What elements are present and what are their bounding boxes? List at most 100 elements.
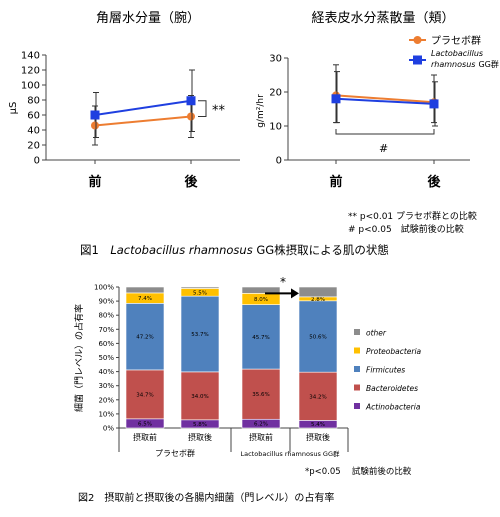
x-tick-label: 後 bbox=[427, 174, 441, 190]
bar-data-label: 6.5% bbox=[138, 421, 152, 427]
significance-bracket bbox=[335, 129, 435, 135]
axes: 0% 10% 20% 30% 40% 50% 60% 70% 80% 90% 100% 摂取前 摂取後 摂… bbox=[94, 284, 349, 458]
series-placebo-point bbox=[91, 121, 99, 130]
legend-lgg-label-line2: rhamnosus GG群 bbox=[431, 59, 499, 69]
bar-data-label: 6.2% bbox=[254, 422, 268, 428]
bar-segment-other bbox=[180, 286, 220, 289]
bar-segment-firmicutes bbox=[241, 304, 281, 370]
y-tick-label: 0% bbox=[103, 425, 114, 433]
legend-swatch-proteobacteria bbox=[354, 347, 360, 354]
y-axis-label: μS bbox=[8, 102, 19, 115]
y-tick-label: 90% bbox=[98, 298, 114, 306]
plot-area: 6.5% 34.7% 47.2% 7.4% 5.8% 34.0% 53.7% 5.5% 6.2%… bbox=[125, 286, 338, 429]
group-label: Lactobacillus rhamnosus GG群 bbox=[241, 449, 340, 458]
chart-gut-microbiota: 細菌（門レベル）の占有率 0% 10% 20% 30% 40% 50% 60% 70% 80% 9… bbox=[73, 275, 422, 458]
x-tick-label: 後 bbox=[184, 174, 198, 190]
y-tick-label: 30 bbox=[269, 54, 282, 65]
bar-data-label: 8.0% bbox=[254, 297, 268, 303]
bar-data-label: 45.7% bbox=[252, 335, 269, 341]
x-tick-label: 摂取前 bbox=[133, 432, 157, 442]
y-tick-label: 0 bbox=[276, 156, 282, 167]
significance-annotation: ** bbox=[212, 104, 226, 119]
legend-placebo-marker bbox=[413, 36, 422, 44]
bar-data-label: 34.0% bbox=[191, 394, 208, 400]
series-lgg-point bbox=[90, 110, 100, 120]
chart-tewl: 経表皮水分蒸散量（頬） g/m²/hr 0 10 20 30 前 後 # プラセボ群 La… bbox=[256, 11, 499, 190]
legend-swatch-firmicutes bbox=[354, 366, 360, 372]
bar-data-label: 7.4% bbox=[138, 296, 152, 302]
y-tick-label: 100% bbox=[94, 284, 114, 292]
significance-bracket bbox=[198, 100, 207, 117]
series-lgg-point bbox=[186, 96, 196, 106]
y-tick-label: 20 bbox=[27, 141, 40, 152]
y-tick-label: 0 bbox=[34, 156, 40, 167]
x-tick-label: 前 bbox=[329, 174, 342, 190]
plot-area bbox=[90, 69, 207, 146]
y-tick-label: 60 bbox=[27, 111, 40, 122]
y-tick-label: 120 bbox=[21, 66, 40, 77]
note-p001: ** p<0.01 プラセボ群との比較 bbox=[348, 210, 477, 222]
series-lgg-line bbox=[94, 99, 192, 116]
y-tick-label: 140 bbox=[21, 51, 40, 62]
y-axis-label: 細菌（門レベル）の占有率 bbox=[73, 304, 85, 412]
bar-segment-other bbox=[298, 286, 338, 298]
bar-segment-firmicutes bbox=[180, 295, 220, 373]
bar-segment-bacteroidetes bbox=[180, 371, 220, 421]
legend-label-firmicutes: Firmicutes bbox=[366, 366, 405, 375]
bar-segment-bacteroidetes bbox=[241, 368, 281, 420]
y-tick-label: 80% bbox=[98, 312, 114, 320]
note-p005: # p<0.05 試験前後の比較 bbox=[348, 223, 464, 235]
chart-title: 経表皮水分蒸散量（頬） bbox=[311, 11, 454, 26]
y-tick-label: 100 bbox=[21, 81, 40, 92]
axes: 0 20 40 60 80 100 120 140 前 後 bbox=[21, 51, 240, 190]
bar-data-label: 47.2% bbox=[136, 335, 153, 341]
legend-label-proteobacteria: Proteobacteria bbox=[366, 347, 422, 356]
significance-annotation: * bbox=[280, 275, 286, 289]
x-tick-label: 前 bbox=[88, 174, 101, 190]
bar-segment-firmicutes bbox=[125, 303, 165, 371]
legend-swatch-other bbox=[354, 329, 360, 335]
legend: プラセボ群 Lactobacillus rhamnosus GG群 bbox=[409, 34, 499, 69]
x-tick-label: 摂取後 bbox=[188, 432, 212, 442]
y-axis-label: g/m²/hr bbox=[256, 94, 266, 128]
y-tick-label: 70% bbox=[98, 326, 114, 334]
legend-label-bacteroidetes: Bacteroidetes bbox=[366, 384, 418, 393]
y-tick-label: 60% bbox=[98, 340, 114, 348]
axes: 0 10 20 30 前 後 bbox=[269, 54, 470, 190]
y-tick-label: 20% bbox=[98, 396, 114, 404]
y-tick-label: 20 bbox=[269, 88, 282, 99]
series-lgg-point bbox=[331, 94, 341, 104]
series-placebo-line bbox=[94, 115, 192, 127]
plot-area bbox=[331, 64, 439, 135]
legend-swatch-bacteroidetes bbox=[354, 384, 360, 391]
significance-annotation: # bbox=[379, 142, 388, 155]
y-tick-label: 10% bbox=[98, 410, 114, 418]
y-tick-label: 80 bbox=[27, 96, 40, 107]
legend-placebo-label: プラセボ群 bbox=[431, 34, 481, 47]
bar-segment-bacteroidetes bbox=[125, 369, 165, 420]
legend-label-other: other bbox=[366, 329, 387, 338]
legend-swatch-actinobacteria bbox=[354, 403, 360, 409]
series-placebo-line bbox=[335, 94, 435, 104]
x-tick-label: 摂取後 bbox=[306, 432, 330, 442]
legend-label-actinobacteria: Actinobacteria bbox=[365, 403, 421, 412]
figure2-caption: 図2 摂取前と摂取後の各腸内細菌（門レベル）の占有率 bbox=[78, 491, 334, 504]
bar-data-label: 53.7% bbox=[191, 332, 208, 338]
bar-segment-bacteroidetes bbox=[298, 371, 338, 421]
series-lgg-line bbox=[335, 97, 435, 105]
chart-title: 角層水分量（腕） bbox=[96, 10, 200, 26]
bar-data-label: 34.7% bbox=[136, 392, 153, 398]
legend: other Proteobacteria Firmicutes Bacteroidet… bbox=[354, 329, 422, 412]
bar-segment-other bbox=[241, 286, 281, 294]
series-placebo-point bbox=[187, 112, 195, 121]
y-tick-label: 10 bbox=[269, 122, 282, 133]
legend-lgg-marker bbox=[413, 55, 422, 65]
series-lgg-point bbox=[429, 99, 439, 109]
x-tick-label: 摂取前 bbox=[249, 432, 273, 442]
group-label: プラセボ群 bbox=[155, 448, 195, 458]
chart-skin-hydration: 角層水分量（腕） μS 0 20 40 60 80 100 120 140 前 後 ** bbox=[8, 10, 240, 190]
y-tick-label: 50% bbox=[98, 354, 114, 362]
bar-data-label: 50.6% bbox=[309, 334, 326, 340]
bar-data-label: 35.6% bbox=[252, 392, 269, 398]
